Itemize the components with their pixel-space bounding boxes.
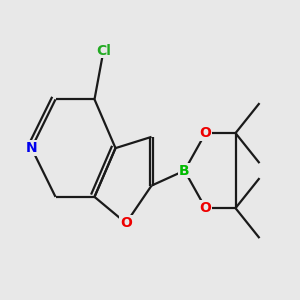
Text: O: O xyxy=(200,201,211,215)
Text: O: O xyxy=(200,126,211,140)
Text: N: N xyxy=(26,141,37,155)
Text: Cl: Cl xyxy=(96,44,111,58)
Text: B: B xyxy=(179,164,190,178)
Text: O: O xyxy=(120,216,132,230)
